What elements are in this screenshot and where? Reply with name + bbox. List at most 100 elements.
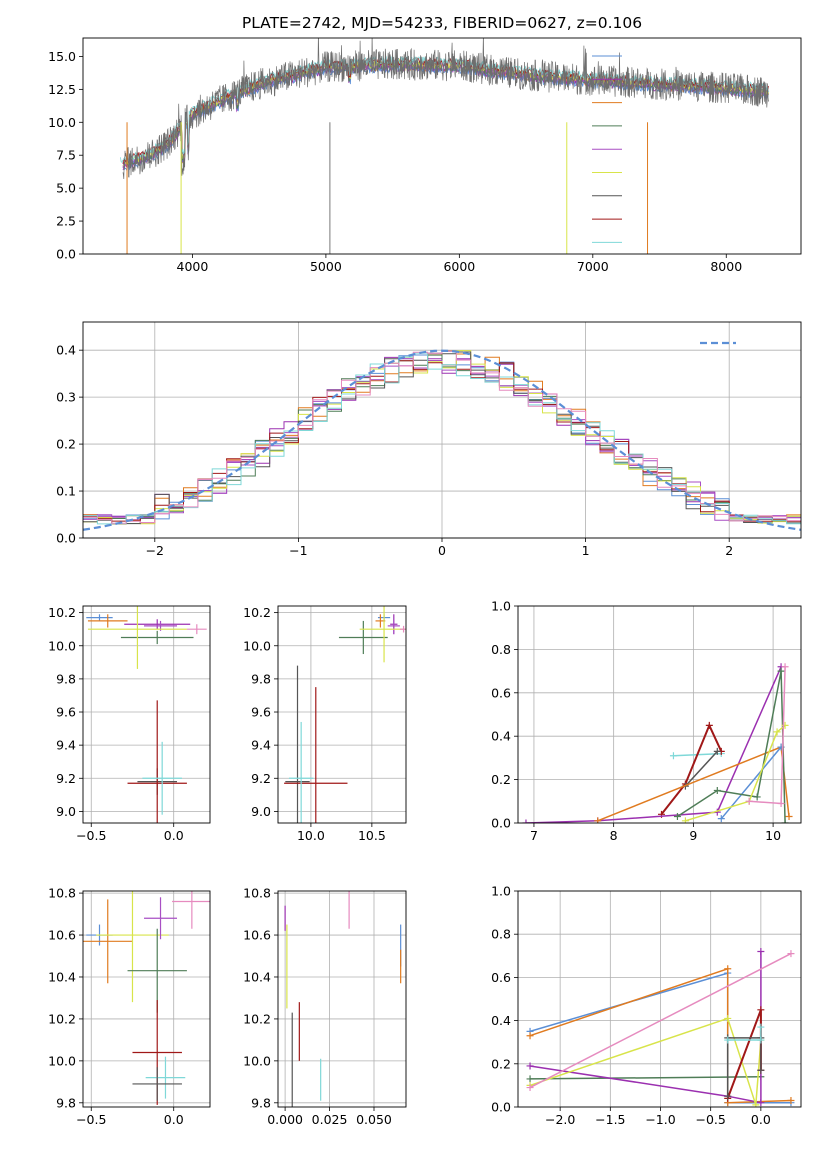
weight-point-marker — [705, 721, 713, 729]
y-tick-label: 15.0 — [48, 49, 76, 64]
x-tick-label: 0.0 — [164, 1112, 184, 1127]
y-tick-label: 9.8 — [56, 671, 76, 686]
y-tick-label: 10.4 — [243, 969, 271, 984]
weight-series-line — [525, 666, 782, 823]
y-tick-label: 0.4 — [491, 729, 511, 744]
x-tick-label: −0.5 — [76, 828, 106, 843]
spectrum-panel: 4000 5000 6000 7000 8000 0.0 2.5 5.0 7.5 10.0 12.5… — [48, 37, 802, 274]
plots-layer: 4000 5000 6000 7000 80000.02.55.07.510.012.5… — [48, 37, 802, 1127]
weight-point-marker — [713, 786, 721, 794]
weight-point-marker — [724, 965, 732, 973]
y-tick-label: 0.2 — [491, 772, 511, 787]
weight_vs_age-panel: 7 8 9 10 0.0 0.2 0.4 0.6 0.8 1.0 — [491, 599, 802, 843]
weight-point-marker — [724, 1014, 732, 1022]
weight-series-line — [660, 722, 723, 815]
y-tick-label: 12.5 — [48, 82, 76, 97]
axes-frame — [82, 37, 802, 255]
x-tick-label: −2 — [146, 543, 164, 558]
y-tick-label: 1.0 — [491, 884, 511, 899]
x-tick-label: −1 — [289, 543, 307, 558]
weight-series-line — [726, 1037, 762, 1097]
x-tick-label: 5000 — [310, 259, 342, 274]
axes-frame — [82, 605, 211, 824]
y-tick-label: 10.0 — [48, 115, 76, 130]
age_vs_Z-marks — [86, 606, 207, 823]
y-tick-label: 10.2 — [243, 1011, 271, 1026]
weight-point-marker — [785, 812, 793, 820]
age_vs_Z-panel: −0.5 0.0 9.0 9.2 9.4 9.6 9.8 10.0 10.2 — [48, 605, 211, 843]
y-tick-label: 2.5 — [56, 214, 76, 229]
weight-point-marker — [781, 819, 789, 823]
weight-point-marker — [787, 950, 795, 958]
y-tick-label: 10.6 — [48, 928, 76, 943]
x-tick-label: 2 — [725, 543, 733, 558]
mass_vs_EBV-marks — [284, 891, 402, 1107]
weight-point-marker — [673, 812, 681, 820]
x-tick-label: 10.5 — [358, 828, 386, 843]
weight-point-marker — [757, 1023, 765, 1031]
spectrum-marks — [120, 38, 770, 254]
y-tick-label: 10.0 — [48, 1053, 76, 1068]
weight_vs_age-marks — [522, 663, 793, 823]
y-tick-label: 9.8 — [56, 1095, 76, 1110]
histogram-step-line — [83, 352, 801, 525]
y-tick-label: 10.8 — [243, 886, 271, 901]
weight-point-marker — [724, 1092, 732, 1100]
weight-point-marker — [753, 793, 761, 801]
x-tick-label: 7 — [530, 828, 538, 843]
weight-point-marker — [757, 1099, 765, 1107]
weight-point-marker — [773, 728, 781, 736]
y-tick-label: 9.8 — [251, 1095, 271, 1110]
weight-series-line — [685, 724, 786, 822]
y-tick-label: 0.8 — [491, 927, 511, 942]
y-tick-label: 10.0 — [48, 638, 76, 653]
weight-point-marker — [594, 817, 602, 823]
histogram-step-line — [83, 350, 801, 524]
x-tick-label: 9 — [689, 828, 697, 843]
x-tick-label: 8 — [610, 828, 618, 843]
y-tick-label: 10.2 — [243, 605, 271, 620]
x-tick-label: −1.5 — [595, 1112, 625, 1127]
y-tick-label: 9.2 — [56, 771, 76, 786]
y-tick-label: 0.6 — [491, 970, 511, 985]
x-tick-label: −1.0 — [645, 1112, 675, 1127]
y-tick-label: 9.4 — [56, 738, 76, 753]
x-tick-label: 10.0 — [297, 828, 325, 843]
weight_vs_Z-marks — [526, 947, 795, 1107]
y-tick-label: 0.8 — [491, 642, 511, 657]
axes-frame — [82, 890, 211, 1108]
weight-point-marker — [781, 663, 789, 671]
axes-frame — [82, 321, 802, 539]
y-tick-label: 0.0 — [491, 816, 511, 831]
weight-point-marker — [713, 747, 721, 755]
y-tick-label: 10.2 — [48, 1011, 76, 1026]
mass_vs_Z-marks — [83, 891, 210, 1105]
y-tick-label: 0.4 — [56, 343, 76, 358]
normal-reference-curve — [83, 349, 801, 531]
weight-point-marker — [757, 1006, 765, 1014]
x-tick-label: 7000 — [577, 259, 609, 274]
y-tick-label: 0.2 — [56, 437, 76, 452]
weight-point-marker — [752, 1101, 760, 1107]
x-tick-label: 4000 — [177, 259, 209, 274]
residuals-marks — [83, 349, 801, 531]
x-tick-label: 0.050 — [356, 1112, 392, 1127]
spectrum-legend — [592, 55, 622, 243]
y-tick-label: 0.2 — [491, 1056, 511, 1071]
y-tick-label: 9.6 — [56, 705, 76, 720]
residuals-panel: −2 −1 0 1 2 0.0 0.1 0.2 0.3 0.4 — [56, 321, 802, 558]
y-tick-label: 10.4 — [48, 969, 76, 984]
axes-frame — [517, 605, 802, 824]
age_vs_mass-panel: 10.0 10.5 9.0 9.2 9.4 9.6 9.8 10.0 10.2 — [243, 605, 407, 843]
weight-series-line — [529, 1076, 761, 1080]
y-tick-label: 9.6 — [251, 705, 271, 720]
weight-point-marker — [526, 1084, 534, 1092]
x-tick-label: 8000 — [710, 259, 742, 274]
weight-point-marker — [757, 1066, 765, 1074]
x-tick-label: −0.5 — [696, 1112, 726, 1127]
y-tick-label: 10.6 — [243, 928, 271, 943]
x-tick-label: 6000 — [443, 259, 475, 274]
y-tick-label: 0.0 — [56, 247, 76, 262]
y-tick-label: 10.8 — [48, 886, 76, 901]
